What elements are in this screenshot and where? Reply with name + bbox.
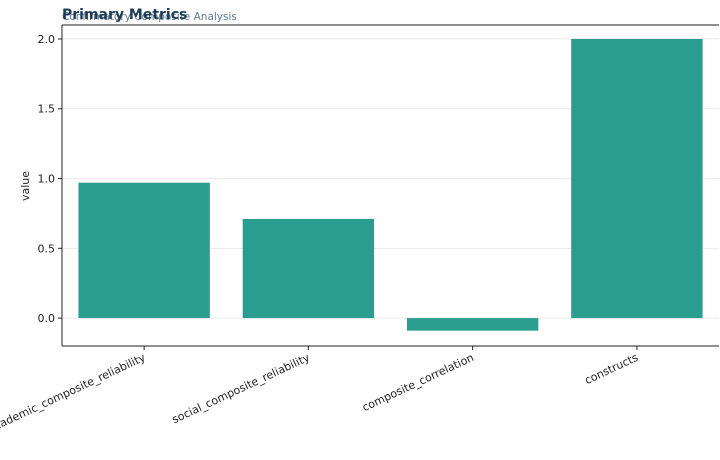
y-tick-label: 0.0 xyxy=(38,312,56,325)
bars xyxy=(78,38,703,331)
y-axis-label: value xyxy=(19,171,32,201)
x-tick-label: composite_correlation xyxy=(360,351,476,414)
x-tick-label: social_composite_reliability xyxy=(170,351,312,427)
x-ticks: academic_composite_reliability social_com… xyxy=(0,346,640,435)
y-tick-label: 1.5 xyxy=(38,103,56,116)
bar-academic_composite_reliability xyxy=(78,182,210,319)
chart-title: Primary Metrics xyxy=(62,7,187,23)
bar-social_composite_reliability xyxy=(242,218,375,319)
bar-constructs xyxy=(571,38,703,319)
x-tick-label: constructs xyxy=(583,351,641,387)
y-tick-label: 0.5 xyxy=(38,242,56,255)
x-tick-label: academic_composite_reliability xyxy=(0,351,148,436)
chart-subtitle: Confirmatory Composite Analysis xyxy=(62,11,237,23)
bar-composite_correlation xyxy=(406,318,539,331)
axes xyxy=(61,24,719,347)
y-ticks: 0.0 0.5 1.0 1.5 2.0 xyxy=(38,33,62,325)
y-tick-label: 1.0 xyxy=(38,173,56,186)
y-tick-label: 2.0 xyxy=(38,33,56,46)
